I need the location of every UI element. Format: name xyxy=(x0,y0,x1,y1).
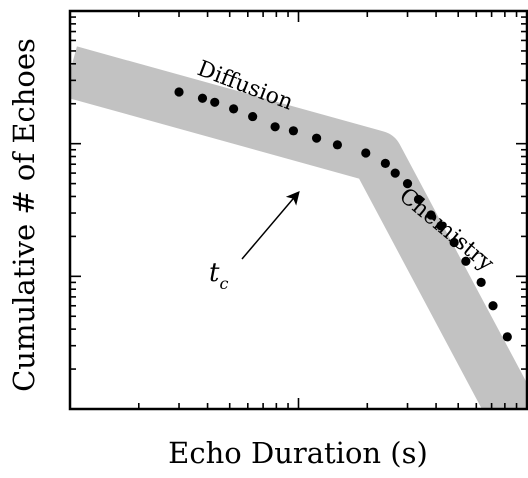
data-point xyxy=(461,256,471,266)
data-point xyxy=(210,97,220,107)
plot-frame xyxy=(68,9,528,411)
data-point xyxy=(502,332,512,342)
data-point xyxy=(488,301,498,311)
data-point xyxy=(476,277,486,288)
data-point xyxy=(449,237,459,248)
data-point xyxy=(413,194,424,205)
tc-arrow xyxy=(241,190,300,260)
data-point xyxy=(436,221,446,231)
data-point xyxy=(248,111,258,122)
data-point xyxy=(332,140,343,150)
trend-band xyxy=(70,46,527,409)
y-axis-title: Cumulative # of Echoes xyxy=(7,38,41,392)
data-point xyxy=(197,93,208,103)
tc-label-main: t xyxy=(209,258,220,288)
data-point xyxy=(270,122,280,132)
data-point xyxy=(288,126,299,136)
data-point xyxy=(390,168,400,178)
data-point xyxy=(361,148,371,158)
data-point xyxy=(174,87,184,97)
data-point xyxy=(229,104,239,114)
x-axis-title: Echo Duration (s) xyxy=(168,436,428,470)
data-point xyxy=(402,179,413,189)
data-point xyxy=(380,158,390,168)
data-point xyxy=(311,133,322,143)
tc-label: tc xyxy=(209,258,228,293)
data-point xyxy=(426,210,436,220)
tc-label-subscript: c xyxy=(219,274,228,293)
